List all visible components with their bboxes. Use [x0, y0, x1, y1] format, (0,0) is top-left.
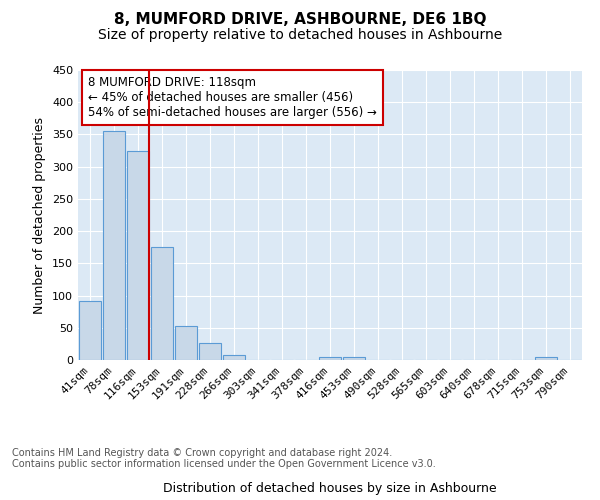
Bar	[127, 150, 149, 360]
Bar	[103, 131, 125, 360]
Bar	[151, 247, 173, 360]
Text: Contains HM Land Registry data © Crown copyright and database right 2024.
Contai: Contains HM Land Registry data © Crown c…	[12, 448, 436, 469]
Bar	[175, 326, 197, 360]
Bar	[319, 357, 341, 360]
Text: 8, MUMFORD DRIVE, ASHBOURNE, DE6 1BQ: 8, MUMFORD DRIVE, ASHBOURNE, DE6 1BQ	[114, 12, 486, 28]
Bar	[535, 357, 557, 360]
Bar	[199, 342, 221, 360]
Bar	[343, 357, 365, 360]
Text: Size of property relative to detached houses in Ashbourne: Size of property relative to detached ho…	[98, 28, 502, 42]
Text: 8 MUMFORD DRIVE: 118sqm
← 45% of detached houses are smaller (456)
54% of semi-d: 8 MUMFORD DRIVE: 118sqm ← 45% of detache…	[88, 76, 377, 119]
Bar	[223, 355, 245, 360]
Bar	[79, 300, 101, 360]
Y-axis label: Number of detached properties: Number of detached properties	[34, 116, 46, 314]
Text: Distribution of detached houses by size in Ashbourne: Distribution of detached houses by size …	[163, 482, 497, 495]
